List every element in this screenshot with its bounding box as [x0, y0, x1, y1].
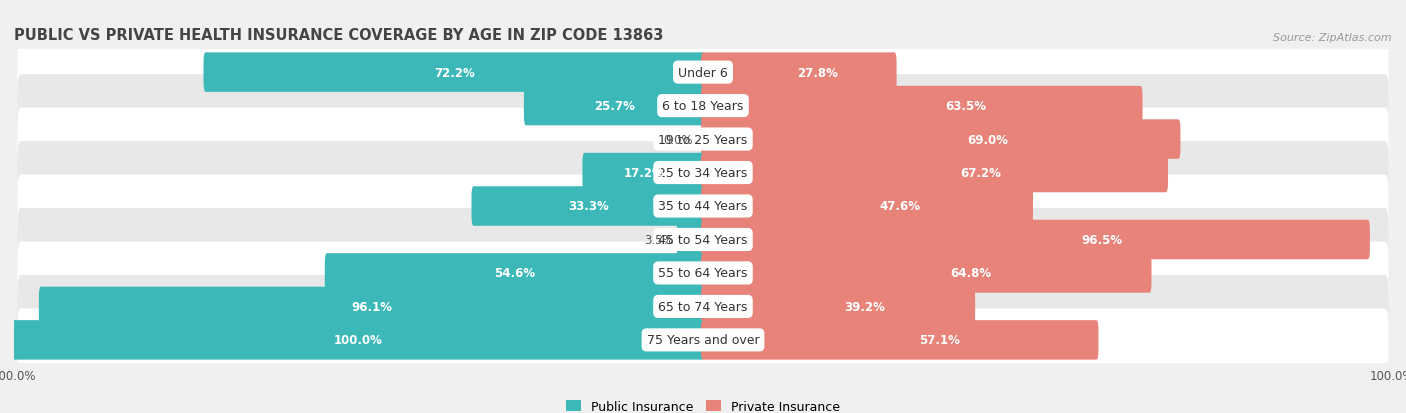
Text: 47.6%: 47.6% — [879, 200, 921, 213]
FancyBboxPatch shape — [702, 254, 1152, 293]
FancyBboxPatch shape — [17, 309, 1389, 371]
FancyBboxPatch shape — [702, 153, 1168, 193]
Text: 55 to 64 Years: 55 to 64 Years — [658, 267, 748, 280]
FancyBboxPatch shape — [702, 187, 1033, 226]
FancyBboxPatch shape — [17, 209, 1389, 271]
Text: 96.5%: 96.5% — [1081, 233, 1122, 247]
Text: 57.1%: 57.1% — [918, 334, 959, 347]
Text: 33.3%: 33.3% — [568, 200, 609, 213]
Text: 64.8%: 64.8% — [950, 267, 991, 280]
Text: 65 to 74 Years: 65 to 74 Years — [658, 300, 748, 313]
Text: 75 Years and over: 75 Years and over — [647, 334, 759, 347]
FancyBboxPatch shape — [17, 75, 1389, 138]
Text: 63.5%: 63.5% — [945, 100, 986, 113]
FancyBboxPatch shape — [702, 287, 976, 326]
Text: 67.2%: 67.2% — [960, 166, 1001, 180]
FancyBboxPatch shape — [325, 254, 704, 293]
FancyBboxPatch shape — [17, 242, 1389, 305]
Text: 96.1%: 96.1% — [352, 300, 392, 313]
FancyBboxPatch shape — [524, 87, 704, 126]
Text: PUBLIC VS PRIVATE HEALTH INSURANCE COVERAGE BY AGE IN ZIP CODE 13863: PUBLIC VS PRIVATE HEALTH INSURANCE COVER… — [14, 28, 664, 43]
FancyBboxPatch shape — [17, 42, 1389, 104]
Text: 3.5%: 3.5% — [644, 233, 673, 247]
Text: 25 to 34 Years: 25 to 34 Years — [658, 166, 748, 180]
FancyBboxPatch shape — [702, 53, 897, 93]
FancyBboxPatch shape — [13, 320, 704, 360]
Legend: Public Insurance, Private Insurance: Public Insurance, Private Insurance — [561, 395, 845, 413]
FancyBboxPatch shape — [676, 220, 704, 260]
FancyBboxPatch shape — [702, 87, 1143, 126]
Text: 0.0%: 0.0% — [664, 133, 693, 146]
FancyBboxPatch shape — [204, 53, 704, 93]
Text: 69.0%: 69.0% — [967, 133, 1008, 146]
Text: 27.8%: 27.8% — [797, 66, 838, 79]
Text: 100.0%: 100.0% — [335, 334, 382, 347]
FancyBboxPatch shape — [471, 187, 704, 226]
Text: Source: ZipAtlas.com: Source: ZipAtlas.com — [1274, 33, 1392, 43]
FancyBboxPatch shape — [39, 287, 704, 326]
Text: 6 to 18 Years: 6 to 18 Years — [662, 100, 744, 113]
Text: 45 to 54 Years: 45 to 54 Years — [658, 233, 748, 247]
Text: 54.6%: 54.6% — [495, 267, 536, 280]
Text: 17.2%: 17.2% — [623, 166, 664, 180]
FancyBboxPatch shape — [582, 153, 704, 193]
FancyBboxPatch shape — [17, 175, 1389, 238]
FancyBboxPatch shape — [17, 275, 1389, 338]
FancyBboxPatch shape — [702, 220, 1369, 260]
Text: 72.2%: 72.2% — [434, 66, 475, 79]
Text: 35 to 44 Years: 35 to 44 Years — [658, 200, 748, 213]
Text: 19 to 25 Years: 19 to 25 Years — [658, 133, 748, 146]
Text: 25.7%: 25.7% — [593, 100, 636, 113]
Text: 39.2%: 39.2% — [845, 300, 886, 313]
FancyBboxPatch shape — [17, 142, 1389, 204]
Text: Under 6: Under 6 — [678, 66, 728, 79]
FancyBboxPatch shape — [702, 120, 1181, 159]
FancyBboxPatch shape — [702, 320, 1098, 360]
FancyBboxPatch shape — [17, 108, 1389, 171]
